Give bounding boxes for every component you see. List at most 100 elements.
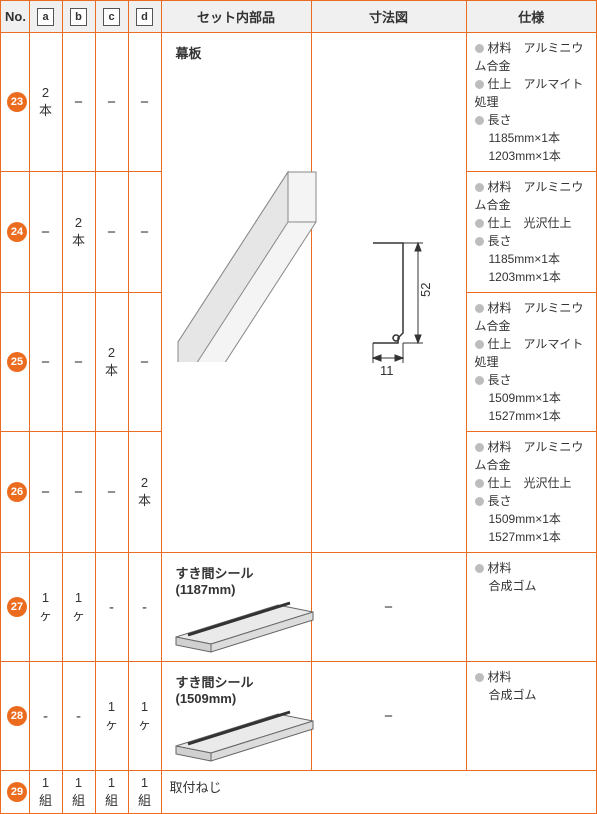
part-screw-title: 取付ねじ xyxy=(161,771,597,814)
bullet-icon xyxy=(475,673,484,682)
row-num: 28 xyxy=(1,662,29,771)
table-row: 27 1ヶ 1ヶ - - すき間シール (1187mm) xyxy=(1,553,597,662)
bullet-icon xyxy=(475,44,484,53)
bullet-icon xyxy=(475,497,484,506)
cell-c: − xyxy=(95,172,128,293)
hdr-b: b xyxy=(62,1,95,33)
cell-d: 1組 xyxy=(128,771,161,814)
cell-b: − xyxy=(62,293,95,432)
seal-drawing xyxy=(168,706,318,766)
spec-line: 仕上 アルマイト処理 xyxy=(475,335,587,371)
cell-a: − xyxy=(29,432,62,553)
spec-sub: 1527mm×1本 xyxy=(475,407,587,425)
hdr-set: セット内部品 xyxy=(161,1,311,33)
cell-b: − xyxy=(62,33,95,172)
bullet-icon xyxy=(475,564,484,573)
spec-sub: 合成ゴム xyxy=(475,577,587,595)
num-badge: 25 xyxy=(7,352,27,372)
row-num: 24 xyxy=(1,172,29,293)
cell-c: 2本 xyxy=(95,293,128,432)
row-num: 27 xyxy=(1,553,29,662)
col-a-box: a xyxy=(37,8,53,26)
spec-sub: 1527mm×1本 xyxy=(475,528,587,546)
spec-line: 材料 アルミニウム合金 xyxy=(475,178,587,214)
hdr-spec: 仕様 xyxy=(466,1,597,33)
dim-h-label: 52 xyxy=(418,282,433,296)
hdr-no: No. xyxy=(1,1,29,33)
cell-d: - xyxy=(128,553,161,662)
num-badge: 29 xyxy=(7,782,27,802)
col-b-box: b xyxy=(70,8,87,26)
spec-cell: 材料 アルミニウム合金仕上 アルマイト処理長さ1185mm×1本1203mm×1… xyxy=(466,33,597,172)
spec-sub: 1185mm×1本 xyxy=(475,250,587,268)
cell-b: 1ヶ xyxy=(62,553,95,662)
row-num: 29 xyxy=(1,771,29,814)
cell-d: − xyxy=(128,33,161,172)
bullet-icon xyxy=(475,304,484,313)
num-badge: 26 xyxy=(7,482,27,502)
num-badge: 24 xyxy=(7,222,27,242)
bullet-icon xyxy=(475,443,484,452)
dim-dash: − xyxy=(311,553,466,662)
header-row: No. a b c d セット内部品 寸法図 仕様 xyxy=(1,1,597,33)
makuita-drawing xyxy=(168,62,318,362)
hdr-c: c xyxy=(95,1,128,33)
spec-line: 材料 アルミニウム合金 xyxy=(475,299,587,335)
cell-b: - xyxy=(62,662,95,771)
part-seal1-cell: すき間シール (1187mm) xyxy=(161,553,311,662)
row-num: 23 xyxy=(1,33,29,172)
spec-line: 材料 アルミニウム合金 xyxy=(475,39,587,75)
cell-c: - xyxy=(95,553,128,662)
spec-line: 仕上 光沢仕上 xyxy=(475,214,587,232)
part-seal1-title: すき間シール (1187mm) xyxy=(168,557,305,597)
bullet-icon xyxy=(475,183,484,192)
spec-sub: 1203mm×1本 xyxy=(475,147,587,165)
row-num: 26 xyxy=(1,432,29,553)
cell-a: 1ヶ xyxy=(29,553,62,662)
table-row: 23 2本 − − − 幕板 xyxy=(1,33,597,172)
cell-c: 1組 xyxy=(95,771,128,814)
spec-cell: 材料合成ゴム xyxy=(466,553,597,662)
cell-a: - xyxy=(29,662,62,771)
cell-b: 1組 xyxy=(62,771,95,814)
spec-line: 仕上 光沢仕上 xyxy=(475,474,587,492)
table-row: 28 - - 1ヶ 1ヶ すき間シール (1509mm) xyxy=(1,662,597,771)
part-seal2-title: すき間シール (1509mm) xyxy=(168,666,305,706)
part-makuita-title: 幕板 xyxy=(168,37,305,62)
hdr-a: a xyxy=(29,1,62,33)
row-num: 25 xyxy=(1,293,29,432)
part-seal2-cell: すき間シール (1509mm) xyxy=(161,662,311,771)
cell-a: 1組 xyxy=(29,771,62,814)
spec-sub: 合成ゴム xyxy=(475,686,587,704)
bullet-icon xyxy=(475,116,484,125)
bullet-icon xyxy=(475,340,484,349)
spec-sub: 1203mm×1本 xyxy=(475,268,587,286)
spec-line: 仕上 アルマイト処理 xyxy=(475,75,587,111)
dim-dash: − xyxy=(311,662,466,771)
cell-b: 2本 xyxy=(62,172,95,293)
cell-d: − xyxy=(128,172,161,293)
spec-sub: 1509mm×1本 xyxy=(475,389,587,407)
cell-c: − xyxy=(95,33,128,172)
part-makuita-cell: 幕板 xyxy=(161,33,311,553)
cell-a: − xyxy=(29,172,62,293)
cell-d: 2本 xyxy=(128,432,161,553)
cell-b: − xyxy=(62,432,95,553)
spec-line: 長さ xyxy=(475,232,587,250)
num-badge: 28 xyxy=(7,706,27,726)
spec-line: 材料 xyxy=(475,668,587,686)
bullet-icon xyxy=(475,80,484,89)
dim-w-label: 11 xyxy=(380,363,394,378)
col-d-box: d xyxy=(136,8,153,26)
cell-a: − xyxy=(29,293,62,432)
makuita-dim-drawing: 52 11 xyxy=(318,193,468,393)
spec-sub: 1509mm×1本 xyxy=(475,510,587,528)
cell-d: 1ヶ xyxy=(128,662,161,771)
bullet-icon xyxy=(475,376,484,385)
bullet-icon xyxy=(475,219,484,228)
spec-cell: 材料 アルミニウム合金仕上 アルマイト処理長さ1509mm×1本1527mm×1… xyxy=(466,293,597,432)
spec-line: 材料 xyxy=(475,559,587,577)
spec-cell: 材料合成ゴム xyxy=(466,662,597,771)
bullet-icon xyxy=(475,479,484,488)
spec-line: 材料 アルミニウム合金 xyxy=(475,438,587,474)
